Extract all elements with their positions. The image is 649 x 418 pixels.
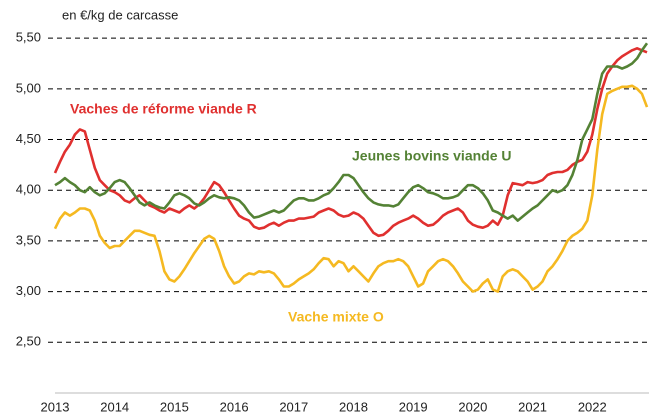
y-tick-label: 4,50 [16, 131, 41, 146]
y-tick-label: 2,50 [16, 334, 41, 349]
series-label: Jeunes bovins viande U [352, 148, 512, 164]
y-tick-label: 5,50 [16, 30, 41, 45]
y-tick-label: 4,00 [16, 182, 41, 197]
x-tick-label: 2020 [458, 399, 487, 414]
series-label: Vache mixte O [288, 309, 384, 325]
y-tick-label: 3,00 [16, 283, 41, 298]
x-tick-label: 2019 [399, 399, 428, 414]
series-line [53, 84, 649, 293]
x-tick-label: 2016 [220, 399, 249, 414]
y-tick-label: 3,50 [16, 232, 41, 247]
y-axis-label: en €/kg de carcasse [62, 7, 178, 22]
x-tick-label: 2014 [100, 399, 129, 414]
series-line [53, 46, 648, 238]
x-tick-label: 2018 [339, 399, 368, 414]
x-tick-label: 2015 [160, 399, 189, 414]
x-tick-label: 2017 [279, 399, 308, 414]
x-tick-label: 2013 [41, 399, 70, 414]
x-tick-label: 2021 [518, 399, 547, 414]
y-tick-label: 5,00 [16, 80, 41, 95]
series-label: Vaches de réforme viande R [70, 101, 257, 117]
series-line [54, 42, 649, 222]
x-tick-label: 2022 [578, 399, 607, 414]
